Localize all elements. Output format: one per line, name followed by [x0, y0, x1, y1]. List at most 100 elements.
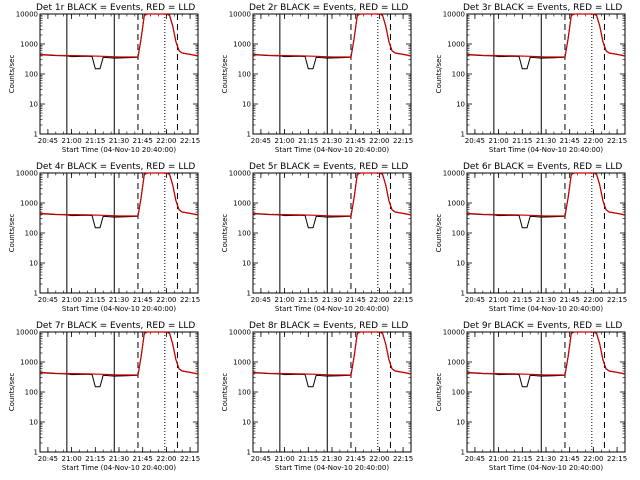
y-axis-label: Counts/sec	[8, 214, 16, 253]
y-tick-label: 10	[29, 101, 38, 109]
x-tick-label: 21:45	[133, 455, 153, 463]
x-axis-label: Start Time (04-Nov-10 20:40:00)	[489, 305, 603, 313]
x-tick-label: 21:30	[322, 137, 342, 145]
x-axis-label: Start Time (04-Nov-10 20:40:00)	[275, 146, 389, 154]
x-tick-label: 20:45	[38, 455, 58, 463]
x-tick-label: 21:45	[346, 455, 366, 463]
panel-title: Det 3r BLACK = Events, RED = LLD	[463, 3, 622, 13]
x-tick-label: 22:00	[369, 137, 389, 145]
x-tick-label: 21:00	[489, 455, 509, 463]
x-tick-label: 21:30	[536, 137, 556, 145]
panel-title: Det 4r BLACK = Events, RED = LLD	[36, 162, 195, 172]
y-tick-label: 1000	[20, 41, 38, 49]
x-tick-label: 20:45	[465, 296, 485, 304]
y-tick-label: 10000	[16, 329, 38, 337]
x-tick-label: 22:15	[393, 455, 413, 463]
x-tick-label: 20:45	[251, 455, 271, 463]
panel-det-5: Det 5r BLACK = Events, RED = LLD Counts/s…	[221, 162, 413, 313]
series-line-events	[39, 331, 199, 388]
panel-det-1: Det 1r BLACK = Events, RED = LLD Counts/s…	[8, 3, 200, 154]
x-tick-label: 21:45	[560, 296, 580, 304]
x-axis-label: Start Time (04-Nov-10 20:40:00)	[275, 464, 389, 472]
panel-det-3: Det 3r BLACK = Events, RED = LLD Counts/s…	[435, 3, 627, 154]
y-tick-label: 10000	[16, 11, 38, 19]
x-tick-label: 22:00	[156, 137, 176, 145]
y-tick-label: 1000	[233, 41, 251, 49]
x-tick-label: 21:45	[133, 137, 153, 145]
x-tick-label: 22:15	[180, 455, 200, 463]
x-tick-label: 21:30	[109, 455, 129, 463]
y-tick-label: 1	[461, 131, 465, 139]
y-tick-label: 10	[242, 419, 251, 427]
y-tick-label: 10000	[443, 11, 465, 19]
x-axis-label: Start Time (04-Nov-10 20:40:00)	[62, 305, 176, 313]
y-axis-label: Counts/sec	[435, 55, 443, 94]
x-tick-label: 21:30	[322, 455, 342, 463]
x-axis-label: Start Time (04-Nov-10 20:40:00)	[62, 464, 176, 472]
y-tick-label: 100	[25, 230, 38, 238]
y-tick-label: 10000	[229, 170, 251, 178]
x-tick-label: 20:45	[38, 137, 58, 145]
x-tick-label: 22:15	[393, 137, 413, 145]
series-line-events	[466, 172, 626, 229]
y-tick-label: 100	[452, 389, 465, 397]
series-line-events	[39, 172, 199, 229]
series-line-lld	[466, 172, 626, 217]
y-tick-label: 1	[247, 449, 251, 457]
x-tick-label: 21:45	[346, 137, 366, 145]
y-tick-label: 1	[34, 131, 38, 139]
y-tick-label: 10	[456, 260, 465, 268]
x-tick-label: 21:15	[298, 137, 318, 145]
x-tick-label: 21:00	[275, 296, 295, 304]
x-tick-label: 22:00	[583, 296, 603, 304]
x-tick-label: 21:15	[85, 137, 105, 145]
x-tick-label: 21:00	[275, 137, 295, 145]
y-tick-label: 1000	[447, 359, 465, 367]
panel-det-4: Det 4r BLACK = Events, RED = LLD Counts/s…	[8, 162, 200, 313]
x-axis-label: Start Time (04-Nov-10 20:40:00)	[489, 146, 603, 154]
panel-det-8: Det 8r BLACK = Events, RED = LLD Counts/s…	[221, 321, 413, 472]
x-tick-label: 20:45	[38, 296, 58, 304]
x-tick-label: 20:45	[251, 137, 271, 145]
y-axis-label: Counts/sec	[221, 55, 229, 94]
series-line-lld	[466, 13, 626, 58]
y-tick-label: 10	[456, 101, 465, 109]
y-tick-label: 1000	[447, 200, 465, 208]
x-tick-label: 22:00	[156, 455, 176, 463]
x-axis-label: Start Time (04-Nov-10 20:40:00)	[489, 464, 603, 472]
series-line-events	[252, 172, 412, 229]
y-tick-label: 10	[29, 419, 38, 427]
y-tick-label: 1000	[233, 359, 251, 367]
series-line-lld	[252, 13, 412, 58]
x-tick-label: 21:00	[62, 137, 82, 145]
y-tick-label: 100	[25, 389, 38, 397]
y-tick-label: 1	[247, 131, 251, 139]
x-axis-label: Start Time (04-Nov-10 20:40:00)	[62, 146, 176, 154]
y-tick-label: 1	[34, 290, 38, 298]
x-tick-label: 22:15	[607, 137, 627, 145]
x-tick-label: 22:15	[180, 296, 200, 304]
x-tick-label: 21:30	[109, 137, 129, 145]
y-tick-label: 10	[29, 260, 38, 268]
x-tick-label: 21:00	[275, 455, 295, 463]
panel-det-6: Det 6r BLACK = Events, RED = LLD Counts/s…	[435, 162, 627, 313]
x-tick-label: 21:45	[560, 455, 580, 463]
panel-det-2: Det 2r BLACK = Events, RED = LLD Counts/s…	[221, 3, 413, 154]
y-axis-label: Counts/sec	[435, 214, 443, 253]
x-tick-label: 22:00	[156, 296, 176, 304]
x-tick-label: 22:00	[583, 137, 603, 145]
series-line-lld	[39, 331, 199, 376]
panel-title: Det 6r BLACK = Events, RED = LLD	[463, 162, 622, 172]
y-tick-label: 1000	[20, 200, 38, 208]
y-tick-label: 100	[238, 389, 251, 397]
x-tick-label: 20:45	[465, 137, 485, 145]
panel-det-9: Det 9r BLACK = Events, RED = LLD Counts/s…	[435, 321, 627, 472]
y-tick-label: 100	[25, 71, 38, 79]
y-tick-label: 100	[238, 230, 251, 238]
x-tick-label: 21:45	[133, 296, 153, 304]
series-line-events	[252, 331, 412, 388]
y-tick-label: 1000	[447, 41, 465, 49]
x-tick-label: 21:15	[512, 455, 532, 463]
x-tick-label: 21:15	[85, 455, 105, 463]
